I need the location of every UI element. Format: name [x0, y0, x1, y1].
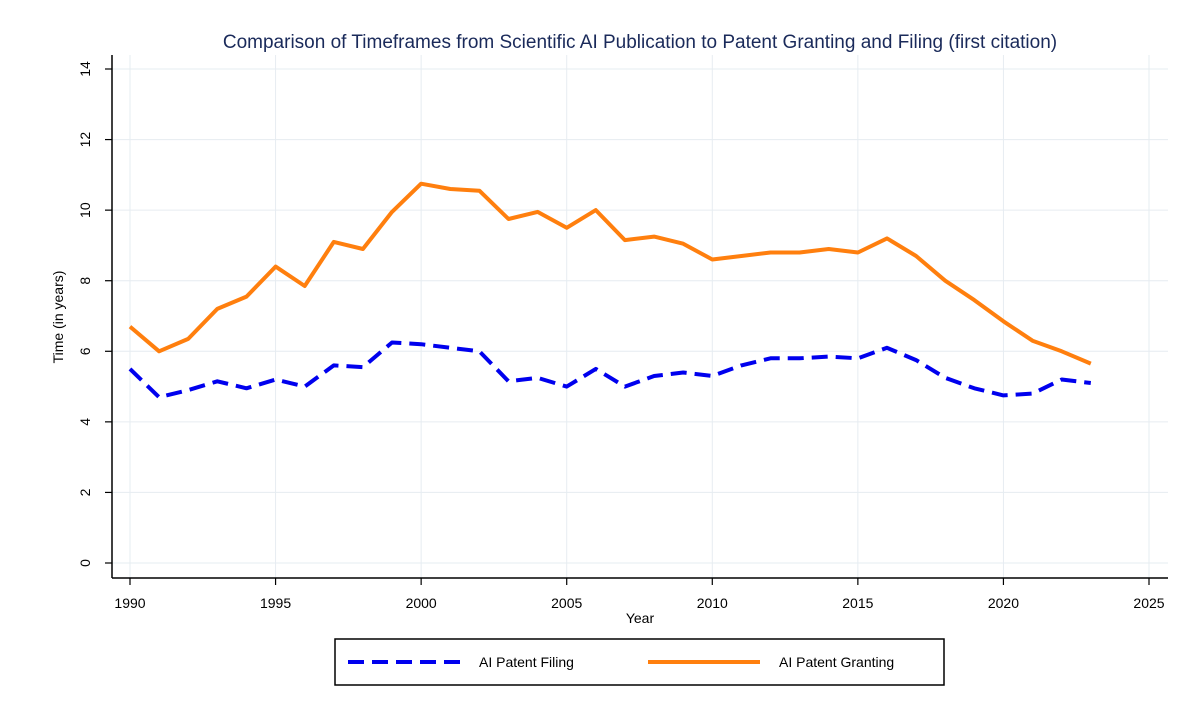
legend-box: [334, 638, 945, 686]
y-tick-label: 14: [77, 61, 93, 77]
x-tick-label: 2005: [551, 595, 582, 611]
y-tick-label: 2: [77, 488, 93, 496]
ticks: 1990 1995 2000 2005 2010 2015 2020 2025 0 2 4 6 8 10 1…: [77, 61, 1165, 611]
series-line-granting: [128, 181, 1092, 366]
legend-label-filing: AI Patent Filing: [479, 654, 574, 670]
legend: AI Patent Filing AI Patent Granting: [334, 638, 945, 686]
x-tick-label: 1995: [260, 595, 291, 611]
x-tick-label: 2015: [842, 595, 873, 611]
y-tick-label: 10: [77, 202, 93, 218]
axes: [111, 55, 1168, 579]
grid: [112, 55, 1168, 578]
x-tick-label: 2000: [406, 595, 437, 611]
series: [128, 181, 1092, 400]
x-tick-label: 1990: [114, 595, 145, 611]
chart-title: Comparison of Timeframes from Scientific…: [223, 32, 1057, 53]
x-tick-label: 2010: [697, 595, 728, 611]
series-line-filing: [128, 340, 1092, 400]
y-tick-label: 4: [77, 418, 93, 426]
y-tick-label: 0: [77, 559, 93, 567]
x-tick-label: 2025: [1133, 595, 1164, 611]
y-tick-label: 6: [77, 347, 93, 355]
legend-label-granting: AI Patent Granting: [779, 654, 894, 670]
y-tick-label: 8: [77, 277, 93, 285]
y-tick-label: 12: [77, 132, 93, 148]
x-tick-label: 2020: [988, 595, 1019, 611]
x-axis-title: Year: [626, 610, 655, 626]
y-axis-title: Time (in years): [50, 271, 66, 364]
